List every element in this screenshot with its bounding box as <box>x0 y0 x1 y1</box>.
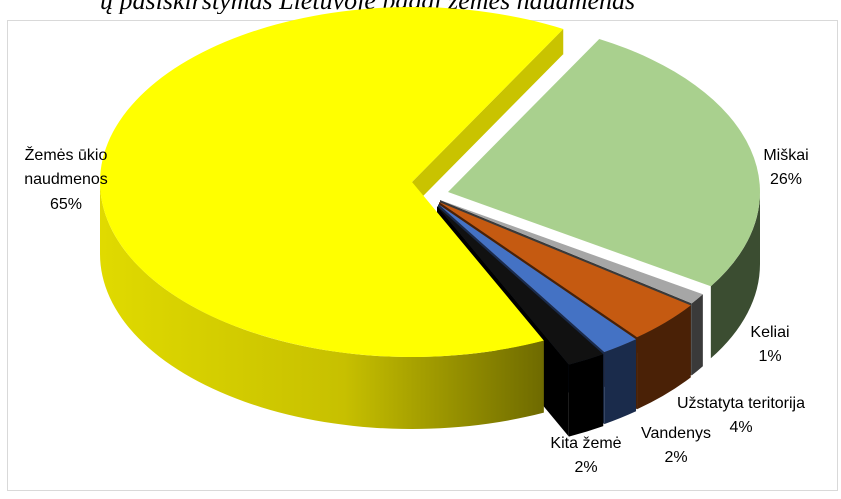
header-fragment: ų pasiskirstymas Lietuvoje pagal žemės n… <box>100 0 841 14</box>
data-label-name-miskai: Miškai <box>763 147 808 164</box>
slice-keliai <box>440 200 703 304</box>
slice-side-uzstatyta-teritorija <box>637 305 691 410</box>
slice-vandenys <box>438 204 637 353</box>
slice-kita-zeme <box>437 206 604 365</box>
slice-face-zemes-ukio-naudmenos <box>412 28 564 208</box>
data-label-value-kita-zeme: 2% <box>574 459 597 476</box>
data-label-name-keliai: Keliai <box>750 324 789 341</box>
data-label-value-uzstatyta-teritorija: 4% <box>729 419 752 436</box>
data-label-name-uzstatyta-teritorija: Užstatyta teritorija <box>677 395 805 412</box>
slice-side-keliai <box>691 294 703 376</box>
data-label-value-keliai: 1% <box>758 348 781 365</box>
data-label-name-vandenys: Vandenys <box>641 425 711 442</box>
slice-side-vandenys <box>604 339 637 425</box>
data-label-name-kita-zeme: Kita žemė <box>550 435 621 452</box>
slice-zemes-ukio-naudmenos <box>100 6 564 357</box>
data-label-value-miskai: 26% <box>770 171 802 188</box>
data-label-value-zemes-ukio-naudmenos: 65% <box>50 196 82 213</box>
slice-miskai <box>448 38 761 287</box>
slice-side-miskai <box>710 192 760 359</box>
slice-side-zemes-ukio-naudmenos <box>100 182 544 429</box>
data-label-value-vandenys: 2% <box>664 449 687 466</box>
data-label-name-zemes-ukio-naudmenos: naudmenos <box>24 171 108 188</box>
slice-side-kita-zeme <box>568 354 604 437</box>
data-label-name-zemes-ukio-naudmenos: Žemės ūkio <box>25 145 108 164</box>
slice-uzstatyta-teritorija <box>439 202 691 338</box>
